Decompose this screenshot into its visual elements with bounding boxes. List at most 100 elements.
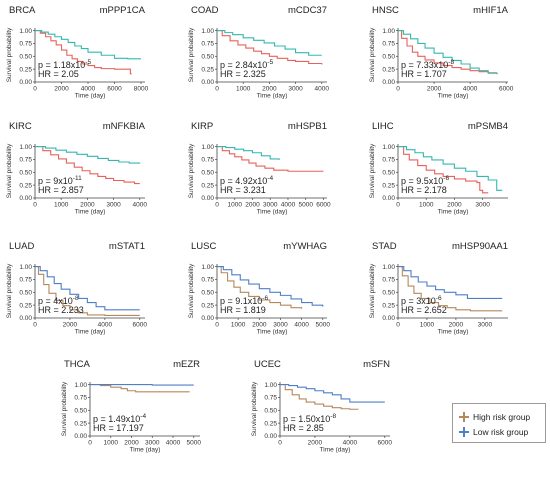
x-tick-label: 3000 — [263, 202, 278, 209]
x-tick-label: 1000 — [420, 322, 435, 329]
y-tick-label: 1.00 — [74, 382, 87, 389]
hazard-ratio-label: HR = 2.85 — [283, 423, 324, 433]
cancer-type-label: LUAD — [9, 241, 34, 252]
km-curve-high-risk — [217, 30, 323, 65]
y-tick-label: 0.75 — [19, 277, 32, 284]
km-panel-lusc: LUSC mYWHAG 0.00 0.25 0.50 0.75 1.00 0 1000 2000 3… — [187, 240, 332, 336]
hazard-ratio-label: HR = 2.178 — [401, 185, 447, 195]
cancer-type-label: STAD — [372, 241, 397, 252]
gene-label: mYWHAG — [283, 241, 327, 252]
hazard-ratio-label: HR = 2.233 — [38, 305, 84, 315]
x-tick-label: 1000 — [228, 202, 243, 209]
y-tick-label: 1.00 — [201, 28, 214, 35]
hazard-ratio-label: HR = 2.857 — [38, 185, 84, 195]
gene-label: mCDC37 — [288, 5, 327, 16]
x-tick-label: 1000 — [104, 440, 119, 447]
cancer-type-label: KIRC — [9, 121, 32, 132]
cancer-type-label: LIHC — [372, 121, 394, 132]
gene-label: mPPP1CA — [100, 5, 146, 16]
x-tick-label: 0 — [33, 86, 37, 93]
gene-label: mPSMB4 — [468, 121, 508, 132]
y-axis-title: Survival probability — [251, 381, 258, 436]
km-curve-low-risk — [35, 146, 141, 164]
km-chart-thca: THCA mEZR 0.00 0.25 0.50 0.75 1.00 0 1000 2000 300… — [61, 359, 202, 454]
gene-label: mHSPB1 — [288, 121, 327, 132]
y-tick-label: 0.50 — [201, 169, 214, 176]
y-axis-title: Survival probability — [369, 143, 376, 198]
km-curve-high-risk — [398, 146, 489, 194]
km-panel-brca: BRCA mPPP1CA 0.00 0.25 0.50 0.75 1.00 0 2000 4000… — [5, 4, 150, 100]
y-axis-title: Survival probability — [188, 27, 195, 82]
km-curve-high-risk — [398, 30, 498, 74]
y-tick-label: 0.00 — [19, 315, 32, 322]
y-tick-label: 0.25 — [74, 420, 87, 427]
gene-label: mSTAT1 — [109, 241, 145, 252]
p-value-label: p = 1.50x10-8 — [283, 413, 336, 424]
y-tick-label: 0.00 — [74, 433, 87, 440]
km-panel-stad: STAD mHSP90AA1 0.00 0.25 0.50 0.75 1.00 0 1000 20… — [368, 240, 513, 336]
legend-low-risk-swatch — [459, 427, 469, 437]
x-tick-label: 6000 — [378, 440, 393, 447]
km-curve-low-risk — [35, 30, 142, 60]
x-tick-label: 4000 — [463, 86, 478, 93]
km-chart-stad: STAD mHSP90AA1 0.00 0.25 0.50 0.75 1.00 0 1000 20… — [369, 241, 508, 336]
km-curve-high-risk — [35, 266, 140, 316]
km-curve-low-risk — [217, 266, 324, 307]
x-tick-label: 8000 — [134, 86, 149, 93]
x-tick-label: 0 — [396, 322, 400, 329]
hazard-ratio-label: HR = 2.325 — [220, 69, 266, 79]
x-tick-label: 3000 — [145, 440, 160, 447]
y-tick-label: 1.00 — [201, 264, 214, 271]
y-tick-label: 1.00 — [264, 382, 277, 389]
x-tick-label: 2000 — [447, 202, 462, 209]
y-tick-label: 0.75 — [201, 41, 214, 48]
y-tick-label: 0.50 — [382, 53, 395, 60]
km-curve-low-risk — [280, 384, 385, 403]
km-chart-ucec: UCEC mSFN 0.00 0.25 0.50 0.75 1.00 0 2000 4000 600… — [251, 359, 393, 454]
hazard-ratio-label: HR = 2.05 — [38, 69, 79, 79]
x-axis-title: Time (day) — [130, 447, 161, 454]
km-curve-high-risk — [35, 146, 140, 185]
km-panel-lihc: LIHC mPSMB4 0.00 0.25 0.50 0.75 1.00 0 1000 2000 3… — [368, 120, 513, 216]
km-panel-ucec: UCEC mSFN 0.00 0.25 0.50 0.75 1.00 0 2000 4000 600… — [250, 358, 395, 454]
y-axis-title: Survival probability — [6, 143, 13, 198]
y-tick-label: 1.00 — [19, 28, 32, 35]
hazard-ratio-label: HR = 1.707 — [401, 69, 447, 79]
y-tick-label: 1.00 — [382, 28, 395, 35]
x-axis-title: Time (day) — [438, 209, 469, 216]
p-value-label: p = 9.5x10-6 — [401, 175, 449, 186]
x-tick-label: 0 — [88, 440, 92, 447]
x-tick-label: 3000 — [288, 86, 303, 93]
y-axis-title: Survival probability — [6, 263, 13, 318]
gene-label: mSFN — [363, 359, 390, 370]
y-axis-title: Survival probability — [188, 143, 195, 198]
x-tick-label: 4000 — [281, 202, 296, 209]
x-tick-label: 5000 — [187, 440, 202, 447]
y-tick-label: 0.25 — [264, 420, 277, 427]
y-tick-label: 0.25 — [382, 182, 395, 189]
y-tick-label: 0.50 — [201, 289, 214, 296]
y-tick-label: 0.50 — [382, 289, 395, 296]
km-panel-kirc: KIRC mNFKBIA 0.00 0.25 0.50 0.75 1.00 0 1000 2000… — [5, 120, 150, 216]
km-panel-thca: THCA mEZR 0.00 0.25 0.50 0.75 1.00 0 1000 2000 300… — [60, 358, 205, 454]
km-curve-low-risk — [35, 266, 140, 311]
y-tick-label: 0.75 — [264, 395, 277, 402]
y-tick-label: 0.25 — [19, 66, 32, 73]
p-value-label: p = 7.33x10-8 — [401, 59, 454, 70]
y-tick-label: 0.00 — [382, 79, 395, 86]
x-tick-label: 0 — [215, 322, 219, 329]
y-tick-label: 0.75 — [19, 157, 32, 164]
y-tick-label: 0.00 — [382, 315, 395, 322]
y-tick-label: 0.50 — [264, 407, 277, 414]
y-axis-title: Survival probability — [369, 27, 376, 82]
y-tick-label: 0.00 — [264, 433, 277, 440]
legend-item-low-risk: Low risk group — [459, 426, 528, 438]
km-chart-kirc: KIRC mNFKBIA 0.00 0.25 0.50 0.75 1.00 0 1000 2000… — [6, 121, 147, 216]
x-tick-label: 3000 — [106, 202, 121, 209]
cancer-type-label: BRCA — [9, 5, 36, 16]
x-tick-label: 2000 — [449, 322, 464, 329]
y-tick-label: 0.00 — [201, 195, 214, 202]
km-curve-high-risk — [217, 266, 303, 309]
cancer-type-label: HNSC — [372, 5, 399, 16]
km-curve-low-risk — [90, 384, 194, 386]
